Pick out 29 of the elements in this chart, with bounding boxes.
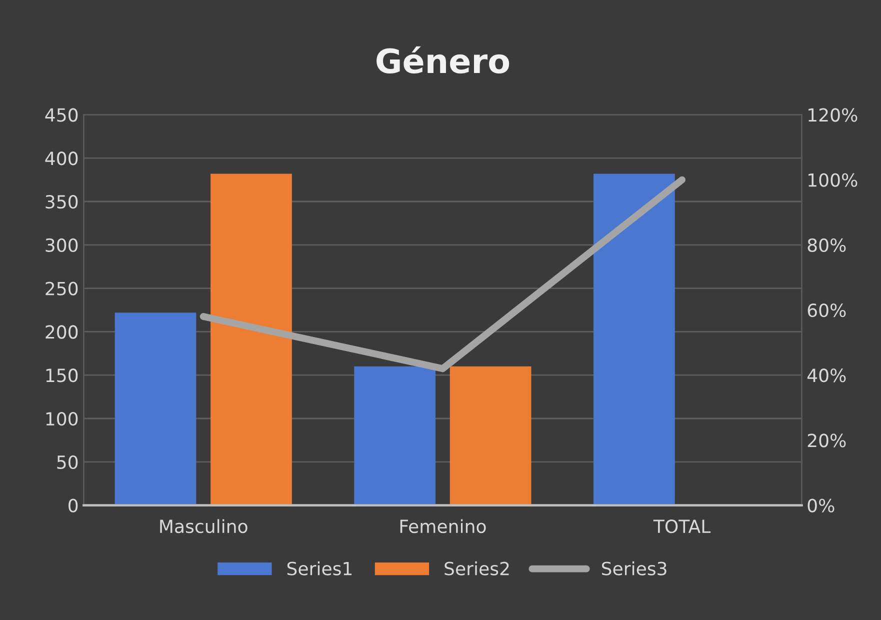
y2-tick-label: 60% [808, 303, 846, 318]
y-tick-label: 200 [46, 325, 78, 339]
x-tick-label: Femenino [400, 519, 486, 534]
chart-title: Género [376, 46, 510, 74]
y-tick-label: 50 [57, 455, 78, 470]
legend-label: Series3 [602, 561, 666, 576]
y2-tick-label: 80% [808, 238, 846, 252]
y-tick-label: 150 [46, 368, 78, 382]
legend-label: Series1 [287, 561, 352, 576]
y-tick-label: 400 [45, 152, 78, 166]
y2-tick-label: 20% [808, 434, 846, 448]
bar [593, 174, 675, 506]
y-tick-label: 250 [46, 282, 78, 296]
x-tick-label: Masculino [160, 519, 248, 534]
bar [450, 366, 532, 506]
y2-tick-label: 0% [808, 498, 834, 512]
y2-tick-label: 100% [808, 173, 858, 187]
bar [354, 366, 436, 506]
bar [114, 312, 196, 506]
y-tick-label: 100 [46, 412, 78, 426]
bar [210, 174, 292, 506]
y-tick-label: 450 [45, 108, 78, 122]
y2-tick-label: 40% [807, 368, 846, 382]
legend-label: Series2 [444, 561, 509, 576]
x-tick-label: TOTAL [653, 520, 711, 534]
y-tick-label: 350 [46, 194, 78, 209]
y2-tick-label: 120% [808, 108, 858, 122]
y-tick-label: 0 [68, 498, 78, 512]
y-tick-label: 300 [46, 238, 78, 252]
